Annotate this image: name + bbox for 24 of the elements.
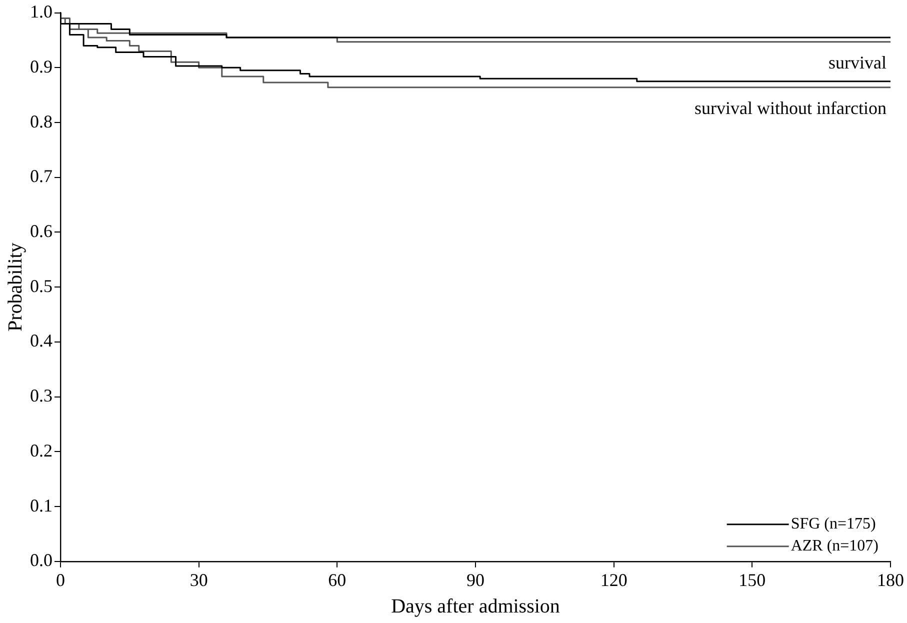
x-tick-label: 0 <box>56 570 65 590</box>
y-tick-label: 0.7 <box>30 166 52 186</box>
y-tick-label: 1.0 <box>30 2 52 22</box>
x-tick-label: 90 <box>466 570 484 590</box>
legend-label: AZR (n=107) <box>790 538 879 555</box>
legend-label: SFG (n=175) <box>790 516 876 533</box>
y-tick-label: 0.2 <box>30 440 52 460</box>
y-tick-label: 0.6 <box>30 220 52 241</box>
y-axis-title: Probability <box>4 242 26 332</box>
y-tick-label: 0.8 <box>30 111 52 132</box>
y-tick-label: 0.3 <box>30 386 52 406</box>
x-tick-label: 180 <box>877 570 904 590</box>
x-axis-title: Days after admission <box>391 595 560 618</box>
y-tick-label: 0.1 <box>30 495 52 516</box>
y-tick-label: 0.9 <box>30 56 52 76</box>
annotation: survival <box>828 52 886 73</box>
x-tick-label: 30 <box>190 570 208 590</box>
y-tick-label: 0.5 <box>30 276 52 296</box>
x-tick-label: 60 <box>328 570 346 590</box>
y-tick-label: 0.4 <box>30 330 52 351</box>
x-tick-label: 120 <box>600 570 628 590</box>
annotation: survival without infarction <box>694 98 886 118</box>
y-tick-label: 0.0 <box>30 550 52 570</box>
x-tick-label: 150 <box>738 570 766 590</box>
